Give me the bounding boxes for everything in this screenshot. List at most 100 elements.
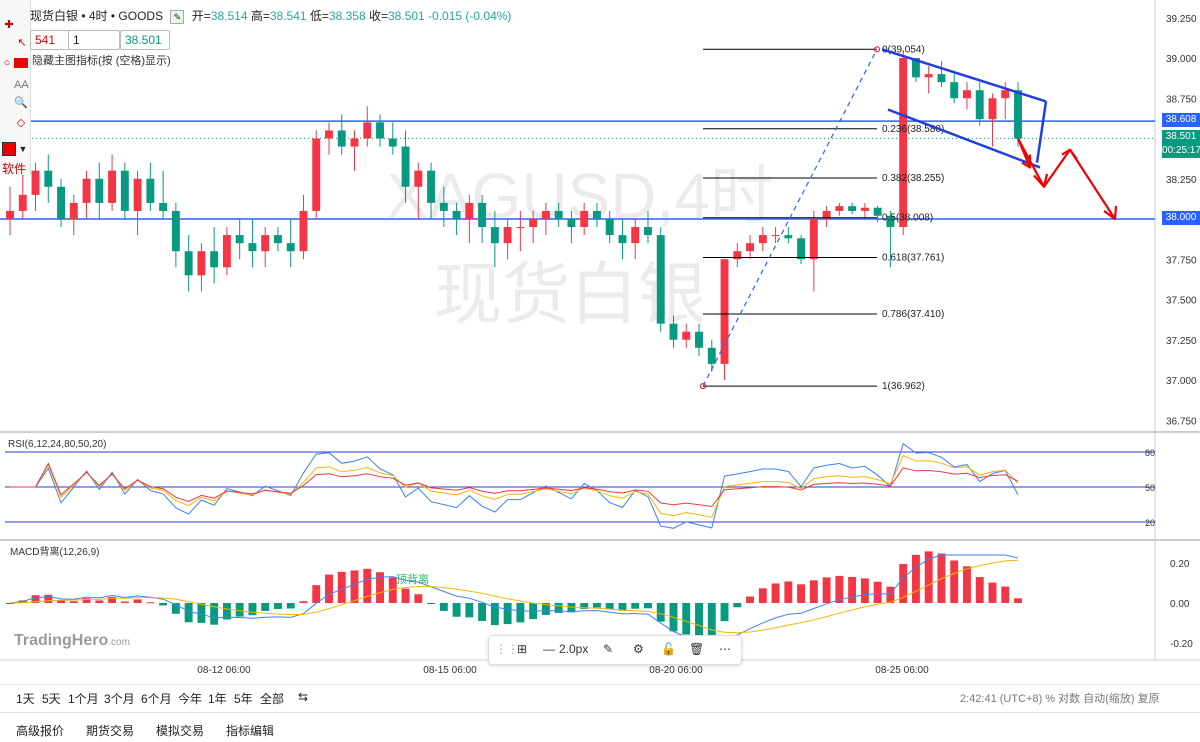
candle-body bbox=[937, 74, 946, 83]
trendline-icon[interactable]: ↖ bbox=[17, 37, 27, 49]
candle-body bbox=[746, 243, 755, 252]
macd-histogram-bar bbox=[886, 586, 895, 603]
macd-histogram-bar bbox=[31, 595, 40, 603]
macd-histogram-bar bbox=[210, 603, 219, 625]
candle-body bbox=[631, 227, 640, 244]
gear-icon[interactable]: ⚙ bbox=[633, 642, 644, 656]
macd-histogram-bar bbox=[312, 585, 321, 603]
rsi-level-label: 50 bbox=[1145, 483, 1155, 493]
drag-handle-icon[interactable]: ⋮⋮ bbox=[495, 642, 519, 656]
range-1y[interactable]: 1年 bbox=[208, 692, 227, 706]
high-label: 高= bbox=[250, 9, 270, 23]
line-width-icon[interactable]: — bbox=[543, 642, 555, 656]
candle-body bbox=[44, 170, 53, 187]
range-1m[interactable]: 1个月 bbox=[68, 692, 99, 706]
open-value: 38.514 bbox=[210, 9, 248, 23]
candle-body bbox=[771, 235, 780, 237]
date-range-icon[interactable]: ⇆ bbox=[298, 690, 309, 704]
macd-histogram-bar bbox=[222, 603, 231, 620]
candle-body bbox=[848, 206, 857, 211]
channel-lower-line bbox=[887, 108, 1041, 169]
macd-histogram-bar bbox=[108, 596, 117, 603]
candle-body bbox=[248, 243, 257, 252]
footer-sim-trade[interactable]: 模拟交易 bbox=[156, 724, 205, 738]
candle-body bbox=[1014, 90, 1022, 139]
candle-body bbox=[618, 235, 627, 244]
hide-indicator-text[interactable]: 隐藏主图指标(按 (空格)显示) bbox=[32, 55, 171, 67]
cursor-icon[interactable]: ✚ bbox=[4, 19, 14, 31]
candle-body bbox=[286, 243, 295, 252]
candle-body bbox=[427, 170, 436, 203]
time-axis-label: 08-12 06:00 bbox=[197, 665, 251, 676]
macd-histogram-bar bbox=[797, 584, 806, 603]
candle-body bbox=[720, 259, 729, 364]
edit-icon[interactable]: ✎ bbox=[170, 10, 185, 24]
candle-body bbox=[273, 235, 282, 244]
range-5d[interactable]: 5天 bbox=[42, 692, 61, 706]
footer-indicator-edit[interactable]: 指标编辑 bbox=[226, 724, 275, 738]
candle-body bbox=[159, 202, 168, 211]
more-icon[interactable]: ⋯ bbox=[719, 642, 731, 656]
color-picker-icon[interactable] bbox=[2, 142, 16, 156]
range-3m[interactable]: 3个月 bbox=[104, 692, 135, 706]
buy-price-box[interactable]: 38.501 bbox=[120, 30, 170, 50]
macd-histogram-bar bbox=[720, 603, 729, 622]
macd-histogram-bar bbox=[273, 603, 282, 609]
template-icon[interactable]: ⊞ bbox=[517, 642, 528, 656]
macd-histogram-bar bbox=[860, 578, 869, 603]
rsi-line-6 bbox=[10, 442, 1019, 529]
range-1d[interactable]: 1天 bbox=[16, 692, 35, 706]
fib-level-label: 1(36.962) bbox=[882, 381, 925, 392]
candle-body bbox=[656, 235, 665, 324]
countdown-tag: 00:25:17 bbox=[1162, 144, 1200, 158]
macd-histogram-bar bbox=[605, 603, 614, 609]
quantity-input[interactable]: 1 bbox=[68, 30, 120, 50]
range-6m[interactable]: 6个月 bbox=[141, 692, 172, 706]
footer-advanced-quote[interactable]: 高级报价 bbox=[16, 724, 65, 738]
macd-histogram-bar bbox=[580, 603, 589, 609]
candle-body bbox=[452, 210, 461, 219]
time-axis-label: 08-25 06:00 bbox=[875, 665, 929, 676]
candle-body bbox=[529, 219, 538, 228]
fib-level-label: 0(39.054) bbox=[882, 44, 925, 55]
candle-body bbox=[363, 122, 372, 139]
zoom-icon[interactable]: 🔍 bbox=[14, 97, 28, 109]
macd-histogram-bar bbox=[963, 566, 971, 603]
line-width-label[interactable]: 2.0px bbox=[559, 642, 589, 656]
candle-body bbox=[388, 138, 397, 147]
tradinghero-logo: TradingHero.com bbox=[14, 632, 130, 649]
candle-body bbox=[899, 58, 908, 228]
lock-icon[interactable]: 🔓 bbox=[661, 642, 676, 656]
current-price-tag: 38.501 bbox=[1162, 130, 1200, 144]
candle-body bbox=[235, 235, 244, 244]
candle-body bbox=[95, 178, 104, 203]
macd-histogram-bar bbox=[975, 577, 984, 603]
footer-futures-trade[interactable]: 期货交易 bbox=[86, 724, 135, 738]
chevron-down-icon[interactable]: ▼ bbox=[18, 144, 28, 154]
macd-histogram-bar bbox=[950, 560, 959, 603]
macd-tick-label: 0.00 bbox=[1170, 599, 1190, 610]
projection-arrowhead-2 bbox=[1061, 148, 1078, 161]
candle-body bbox=[644, 227, 652, 236]
pencil-icon[interactable]: ✎ bbox=[603, 642, 614, 656]
eraser-icon[interactable]: ◇ bbox=[16, 117, 26, 129]
range-5y[interactable]: 5年 bbox=[234, 692, 253, 706]
rectangle-icon[interactable] bbox=[14, 58, 28, 68]
macd-histogram-bar bbox=[644, 603, 652, 609]
price-tick-label: 37.000 bbox=[1166, 376, 1197, 387]
range-all[interactable]: 全部 bbox=[260, 692, 285, 706]
candle-body bbox=[975, 90, 984, 120]
rsi-level-label: 80 bbox=[1145, 448, 1155, 458]
text-icon[interactable]: AA bbox=[14, 79, 29, 91]
price-tick-label: 37.500 bbox=[1166, 296, 1197, 307]
chart-header: 现货白银 • 4时 • GOODS ✎ 开=38.514 高=38.541 低=… bbox=[30, 7, 511, 24]
trash-icon[interactable]: 🗑 bbox=[689, 642, 705, 656]
macd-histogram-bar bbox=[771, 583, 780, 603]
macd-histogram-bar bbox=[171, 603, 180, 614]
macd-histogram-bar bbox=[541, 603, 550, 615]
candle-body bbox=[707, 347, 716, 364]
range-ytd[interactable]: 今年 bbox=[178, 692, 203, 706]
ellipse-icon[interactable]: ○ bbox=[3, 57, 11, 69]
